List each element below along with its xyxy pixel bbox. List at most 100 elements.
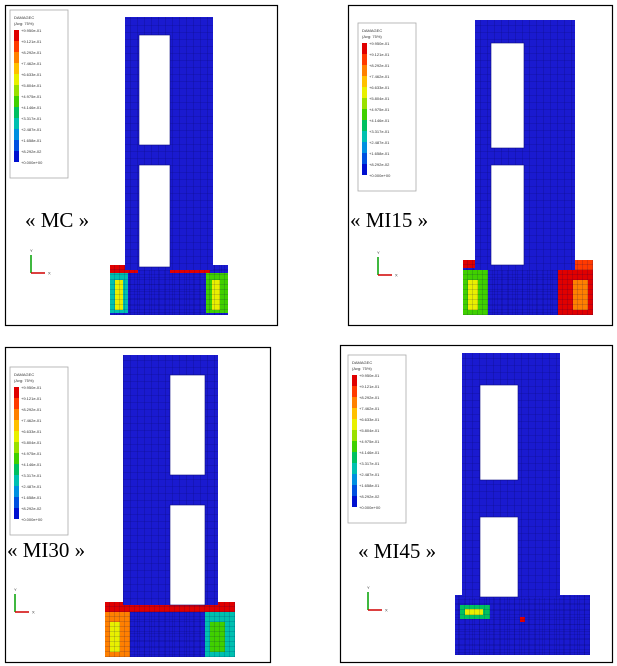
figure: DAMAGEC(Avg: 75%)+9.950e-01+9.121e-01+8.… xyxy=(0,0,617,666)
legend-swatch xyxy=(14,486,19,497)
legend-swatch xyxy=(352,408,357,419)
legend-label: +3.317e-01 xyxy=(21,116,42,121)
base-mesh xyxy=(110,265,228,315)
base-mesh xyxy=(455,595,590,655)
legend-label: +8.292e-02 xyxy=(359,494,380,499)
legend-label: +6.633e-01 xyxy=(369,85,390,90)
legend-label: +8.292e-01 xyxy=(21,407,42,412)
legend-label: +2.487e-01 xyxy=(369,140,390,145)
legend-swatch xyxy=(14,464,19,475)
legend-swatch xyxy=(14,387,19,398)
legend-label: +9.121e-01 xyxy=(21,396,42,401)
legend-label: +7.462e-01 xyxy=(21,418,42,423)
legend-label: +4.146e-01 xyxy=(21,462,42,467)
legend-label: +0.000e+00 xyxy=(21,160,43,165)
axis-x-label: X xyxy=(32,610,35,615)
legend-swatch xyxy=(14,442,19,453)
legend-swatch xyxy=(362,131,367,142)
legend-swatch xyxy=(352,386,357,397)
legend-label: +4.146e-01 xyxy=(21,105,42,110)
legend-swatch xyxy=(352,452,357,463)
panel: DAMAGEC(Avg: 75%)+9.950e-01+9.121e-01+8.… xyxy=(341,346,613,663)
legend-swatch xyxy=(14,497,19,508)
legend-label: +4.975e-01 xyxy=(359,439,380,444)
legend-label: +2.487e-01 xyxy=(21,127,42,132)
legend-label: +4.975e-01 xyxy=(21,451,42,456)
panel-label: « MI30 » xyxy=(7,538,85,562)
legend-label: +7.462e-01 xyxy=(359,406,380,411)
legend-swatch xyxy=(14,151,19,162)
panel: DAMAGEC(Avg: 75%)+9.950e-01+9.121e-01+8.… xyxy=(349,6,613,326)
legend-label: +9.950e-01 xyxy=(359,373,380,378)
legend-swatch xyxy=(14,74,19,85)
legend-swatch xyxy=(362,109,367,120)
window-opening xyxy=(139,35,170,145)
legend-label: +1.658e-01 xyxy=(21,138,42,143)
legend-label: +5.804e-01 xyxy=(21,440,42,445)
legend-subtitle: (Avg: 75%) xyxy=(362,34,382,39)
legend-subtitle: (Avg: 75%) xyxy=(352,366,372,371)
legend-label: +1.658e-01 xyxy=(21,495,42,500)
legend-label: +1.658e-01 xyxy=(369,151,390,156)
legend-swatch xyxy=(362,87,367,98)
door-opening xyxy=(170,505,205,605)
legend-swatch xyxy=(362,164,367,175)
axis-x-label: X xyxy=(395,273,398,278)
door-opening xyxy=(139,165,170,267)
legend-label: +9.950e-01 xyxy=(369,41,390,46)
window-opening xyxy=(480,385,518,480)
legend-subtitle: (Avg: 75%) xyxy=(14,21,34,26)
legend-label: +9.121e-01 xyxy=(359,384,380,389)
legend-swatch xyxy=(362,142,367,153)
legend-title: DAMAGEC xyxy=(14,15,34,20)
legend-title: DAMAGEC xyxy=(14,372,34,377)
window-opening xyxy=(491,43,524,148)
legend-label: +9.950e-01 xyxy=(21,385,42,390)
legend-swatch xyxy=(14,398,19,409)
panel: DAMAGEC(Avg: 75%) +9.950e-01 +9.121e-01 +8.… xyxy=(6,348,271,663)
panel-label: « MI45 » xyxy=(358,539,436,563)
door-opening xyxy=(480,517,518,597)
legend-title: DAMAGEC xyxy=(362,28,382,33)
legend-swatch xyxy=(14,475,19,486)
legend-swatch xyxy=(352,430,357,441)
legend-swatch xyxy=(352,375,357,386)
legend-label: +8.292e-01 xyxy=(359,395,380,400)
legend-label: +5.804e-01 xyxy=(359,428,380,433)
legend-swatch xyxy=(14,96,19,107)
legend-label: +8.292e-02 xyxy=(21,149,42,154)
legend-swatch xyxy=(14,107,19,118)
legend-label: +4.975e-01 xyxy=(369,107,390,112)
legend-swatch xyxy=(14,140,19,151)
legend-swatch xyxy=(352,463,357,474)
axis-y-label: Y xyxy=(367,585,370,590)
legend-label: +8.292e-02 xyxy=(21,506,42,511)
legend-swatch xyxy=(14,508,19,519)
legend-label: +7.462e-01 xyxy=(369,74,390,79)
axis-x-label: X xyxy=(48,271,51,276)
legend-subtitle: (Avg: 75%) xyxy=(14,378,34,383)
legend-label: +2.487e-01 xyxy=(21,484,42,489)
legend-swatch xyxy=(352,474,357,485)
legend-label: +6.633e-01 xyxy=(21,429,42,434)
legend-swatch xyxy=(362,54,367,65)
legend-label: +3.317e-01 xyxy=(21,473,42,478)
legend-label: +4.146e-01 xyxy=(369,118,390,123)
legend-swatch xyxy=(14,420,19,431)
legend-swatch xyxy=(352,397,357,408)
legend-label: +9.121e-01 xyxy=(21,39,42,44)
legend-label: +8.292e-02 xyxy=(369,162,390,167)
legend-swatch xyxy=(362,120,367,131)
legend-swatch xyxy=(362,98,367,109)
legend-label: +3.317e-01 xyxy=(359,461,380,466)
panel-label: « MI15 » xyxy=(350,208,428,232)
legend-swatch xyxy=(362,65,367,76)
wall xyxy=(475,20,575,270)
legend-swatch xyxy=(352,485,357,496)
legend-swatch xyxy=(14,85,19,96)
legend-swatch xyxy=(362,76,367,87)
legend-swatch xyxy=(14,431,19,442)
legend-swatch xyxy=(352,419,357,430)
legend-label: +8.292e-01 xyxy=(21,50,42,55)
legend-label: +4.975e-01 xyxy=(21,94,42,99)
